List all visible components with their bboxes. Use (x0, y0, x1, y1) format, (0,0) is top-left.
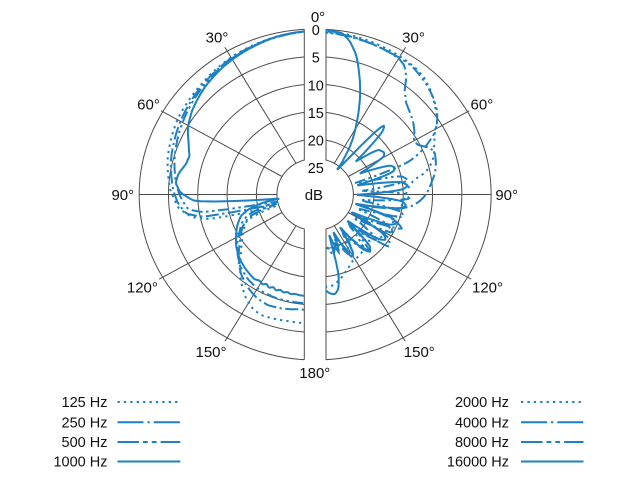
svg-text:90°: 90° (495, 187, 518, 204)
svg-text:60°: 60° (471, 96, 494, 113)
svg-text:150°: 150° (195, 344, 226, 361)
svg-text:120°: 120° (127, 279, 158, 296)
svg-text:2000 Hz: 2000 Hz (455, 395, 509, 411)
svg-text:4000 Hz: 4000 Hz (455, 416, 509, 432)
svg-text:10: 10 (308, 78, 324, 94)
svg-text:60°: 60° (137, 96, 160, 113)
svg-text:30°: 30° (402, 29, 425, 46)
svg-text:125 Hz: 125 Hz (62, 395, 108, 411)
svg-text:180°: 180° (299, 365, 330, 382)
svg-text:8000 Hz: 8000 Hz (455, 435, 509, 451)
svg-text:120°: 120° (472, 279, 503, 296)
svg-text:1000 Hz: 1000 Hz (53, 455, 107, 471)
svg-text:500 Hz: 500 Hz (62, 435, 108, 451)
svg-text:0: 0 (312, 23, 320, 39)
svg-text:dB: dB (305, 187, 323, 204)
svg-text:0°: 0° (311, 9, 325, 26)
svg-text:16000 Hz: 16000 Hz (447, 455, 509, 471)
svg-text:20: 20 (308, 134, 324, 150)
svg-text:25: 25 (308, 161, 324, 177)
svg-text:150°: 150° (404, 344, 435, 361)
svg-text:30°: 30° (206, 29, 229, 46)
svg-text:15: 15 (308, 106, 324, 122)
svg-text:250 Hz: 250 Hz (62, 416, 108, 432)
svg-text:90°: 90° (111, 187, 134, 204)
svg-text:5: 5 (312, 51, 320, 67)
